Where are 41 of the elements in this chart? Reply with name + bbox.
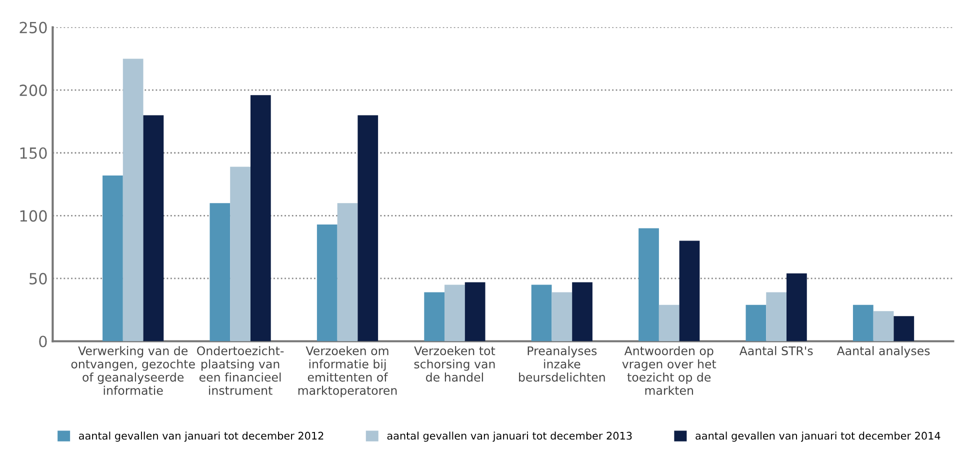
bar [122, 58, 144, 342]
y-tick-label: 250 [20, 22, 47, 34]
legend-label: aantal gevallen van januari tot december 2013 [387, 432, 632, 442]
bar [316, 224, 338, 342]
bar [424, 292, 445, 342]
bar [873, 311, 894, 342]
bar [679, 240, 700, 342]
bar [102, 175, 123, 342]
y-tick-label: 100 [20, 210, 47, 222]
x-tick-label: Aantal analyses [836, 346, 930, 358]
y-tick-label: 200 [20, 84, 47, 96]
bar [337, 203, 358, 342]
y-tick-label: 0 [39, 336, 47, 348]
bar [464, 282, 486, 342]
x-tick-label: Aantal STR's [739, 346, 813, 356]
bar [852, 304, 874, 342]
x-tick-label: Verzoeken tot schorsing van de handel [414, 346, 496, 382]
bar [572, 282, 592, 342]
bar [658, 304, 680, 342]
bar [210, 203, 230, 342]
bar [250, 95, 271, 342]
bar [444, 284, 465, 342]
bar [358, 115, 378, 342]
bar [531, 284, 552, 342]
bar [552, 292, 572, 342]
x-tick-label: Preanalyses inzake beursdelichten [519, 346, 605, 382]
bar [746, 304, 766, 342]
bar [143, 115, 164, 342]
x-tick-label: Verzoeken om informatie bij emittenten of marktoperatoren [298, 346, 397, 398]
x-tick-label: Antwoorden op vragen over het toezicht op de markten [622, 346, 716, 395]
bar [786, 273, 807, 342]
bar [638, 228, 659, 342]
y-tick-label: 150 [20, 147, 47, 159]
legend-label: aantal gevallen van januari tot december 2012 [79, 432, 324, 442]
bar [894, 316, 914, 342]
legend-label: aantal gevallen van januari tot december 2014 [696, 432, 940, 442]
x-tick-label: Ondertoezicht- plaatsing van een financieel instrument [197, 346, 284, 395]
x-tick-label: Verwerking van de ontvangen, gezochte of geanalyseerde informatie [71, 346, 195, 395]
y-tick-label: 50 [30, 272, 47, 284]
bar [230, 166, 250, 342]
bar [766, 292, 787, 342]
